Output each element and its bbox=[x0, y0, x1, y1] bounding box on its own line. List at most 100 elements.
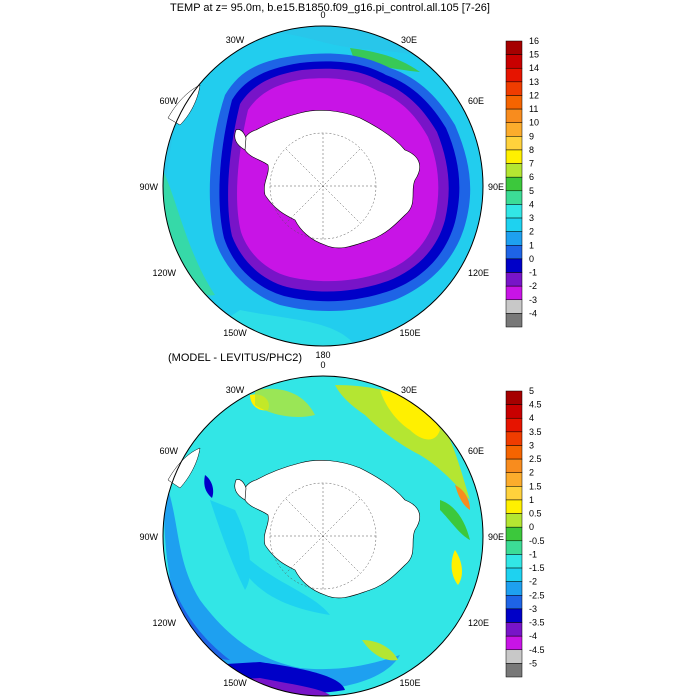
colorbar-tick-label: -0.5 bbox=[529, 536, 545, 546]
longitude-label: 0 bbox=[320, 10, 325, 20]
colorbar-swatch bbox=[505, 67, 523, 83]
longitude-label: 150W bbox=[223, 678, 247, 688]
colorbar-tick-label: 1 bbox=[529, 240, 534, 250]
colorbar-swatch bbox=[505, 390, 523, 405]
longitude-label: 120E bbox=[468, 618, 489, 628]
longitude-label: 150W bbox=[223, 328, 247, 338]
longitude-label: 30E bbox=[401, 385, 417, 395]
colorbar-swatch bbox=[505, 567, 523, 582]
colorbar-tick-label: -2.5 bbox=[529, 590, 545, 600]
colorbar-tick-label: -1 bbox=[529, 268, 537, 278]
colorbar-tick-label: -4 bbox=[529, 631, 537, 641]
colorbar-swatch bbox=[505, 417, 523, 433]
colorbar-swatch bbox=[505, 190, 523, 205]
colorbar-swatch bbox=[505, 258, 523, 273]
colorbar-swatch bbox=[505, 122, 523, 137]
longitude-label: 120W bbox=[152, 618, 176, 628]
longitude-label: 150E bbox=[399, 678, 420, 688]
colorbar-tick-label: 3 bbox=[529, 213, 534, 223]
colorbar-tick-label: 0 bbox=[529, 254, 534, 264]
colorbar-tick-label: -3 bbox=[529, 295, 537, 305]
colorbar-tick-label: 4 bbox=[529, 413, 534, 423]
colorbar-tick-label: -1 bbox=[529, 549, 537, 559]
longitude-label: 90W bbox=[139, 532, 158, 542]
bottom-panel-title: (MODEL - LEVITUS/PHC2) bbox=[168, 352, 303, 364]
longitude-label: 90E bbox=[488, 532, 504, 542]
colorbar-tick-label: -4.5 bbox=[529, 645, 545, 655]
colorbar-swatch bbox=[505, 404, 523, 419]
antarctic-peninsula bbox=[234, 129, 247, 151]
colorbar-tick-label: 1 bbox=[529, 495, 534, 505]
colorbar-tick-label: -3.5 bbox=[529, 618, 545, 628]
colorbar-swatch bbox=[505, 204, 523, 219]
colorbar-tick-label: 11 bbox=[529, 104, 538, 114]
longitude-label: 120E bbox=[468, 268, 489, 278]
colorbar-tick-label: 14 bbox=[529, 63, 539, 73]
bottom-graticule bbox=[269, 482, 377, 590]
longitude-label: 120W bbox=[152, 268, 176, 278]
colorbar-tick-label: 13 bbox=[529, 77, 539, 87]
top-map-border bbox=[162, 25, 484, 347]
top-longitude-labels: 0 30E 60E 90E 120E 150E 180 150W 120W 90W 60W 30W bbox=[139, 10, 504, 360]
colorbar-swatch bbox=[505, 245, 523, 260]
colorbar-tick-label: -3 bbox=[529, 604, 537, 614]
colorbar-tick-label: -4 bbox=[529, 308, 537, 318]
colorbar-swatch bbox=[505, 581, 523, 596]
colorbar-tick-label: 7 bbox=[529, 159, 534, 169]
bottom-map-border bbox=[162, 375, 484, 697]
colorbar-swatch bbox=[505, 526, 523, 542]
colorbar-tick-label: 5 bbox=[529, 386, 534, 396]
top-graticule bbox=[269, 132, 377, 240]
colorbar-swatch bbox=[505, 554, 523, 569]
colorbar-swatch bbox=[505, 649, 523, 664]
colorbar-tick-label: 12 bbox=[529, 90, 539, 100]
longitude-label: 180 bbox=[315, 350, 330, 360]
colorbar-tick-label: 3 bbox=[529, 440, 534, 450]
colorbar-swatch bbox=[505, 231, 523, 246]
colorbar-tick-label: -2 bbox=[529, 281, 537, 291]
bottom-colorbar: 5 4.5 4 3.5 3 2.5 2 1.5 1 0.5 0 -0.5 -1 -1.5 -2 -2.5 -3 -… bbox=[505, 386, 545, 678]
colorbar-swatch bbox=[505, 595, 523, 610]
colorbar-swatch bbox=[505, 163, 523, 178]
colorbar-tick-label: 3.5 bbox=[529, 427, 542, 437]
longitude-label: 30W bbox=[226, 35, 245, 45]
colorbar-swatch bbox=[505, 608, 523, 623]
colorbar-tick-label: -5 bbox=[529, 658, 537, 668]
colorbar-tick-label: 4 bbox=[529, 199, 534, 209]
colorbar-swatch bbox=[505, 431, 523, 446]
colorbar-tick-label: 2 bbox=[529, 227, 534, 237]
colorbar-tick-label: 10 bbox=[529, 118, 539, 128]
longitude-label: 60E bbox=[468, 96, 484, 106]
south-america-tip bbox=[167, 84, 201, 126]
colorbar-tick-label: 16 bbox=[529, 36, 539, 46]
colorbar-tick-label: -2 bbox=[529, 577, 537, 587]
longitude-label: 90E bbox=[488, 182, 504, 192]
colorbar-swatch bbox=[505, 149, 523, 164]
colorbar-tick-label: 8 bbox=[529, 145, 534, 155]
colorbar-tick-label: 2 bbox=[529, 468, 534, 478]
colorbar-swatch bbox=[505, 217, 523, 232]
longitude-label: 60W bbox=[159, 446, 178, 456]
south-america-tip-bottom bbox=[167, 447, 201, 489]
colorbar-tick-label: 0 bbox=[529, 522, 534, 532]
bottom-polar-map bbox=[162, 375, 484, 697]
colorbar-tick-label: 9 bbox=[529, 131, 534, 141]
colorbar-swatch bbox=[505, 176, 523, 192]
colorbar-swatch bbox=[505, 95, 523, 110]
colorbar-tick-label: 2.5 bbox=[529, 454, 542, 464]
longitude-label: 60W bbox=[159, 96, 178, 106]
colorbar-swatch bbox=[505, 486, 523, 501]
colorbar-swatch bbox=[505, 40, 523, 55]
colorbar-swatch bbox=[505, 299, 523, 314]
colorbar-tick-label: 5 bbox=[529, 186, 534, 196]
colorbar-swatch bbox=[505, 663, 523, 678]
colorbar-swatch bbox=[505, 108, 523, 123]
colorbar-tick-label: 4.5 bbox=[529, 400, 542, 410]
colorbar-swatch bbox=[505, 513, 523, 528]
colorbar-swatch bbox=[505, 445, 523, 460]
antarctic-peninsula-bottom bbox=[234, 479, 247, 501]
longitude-label: 150E bbox=[399, 328, 420, 338]
colorbar-swatch bbox=[505, 272, 523, 287]
colorbar-tick-label: 1.5 bbox=[529, 481, 542, 491]
